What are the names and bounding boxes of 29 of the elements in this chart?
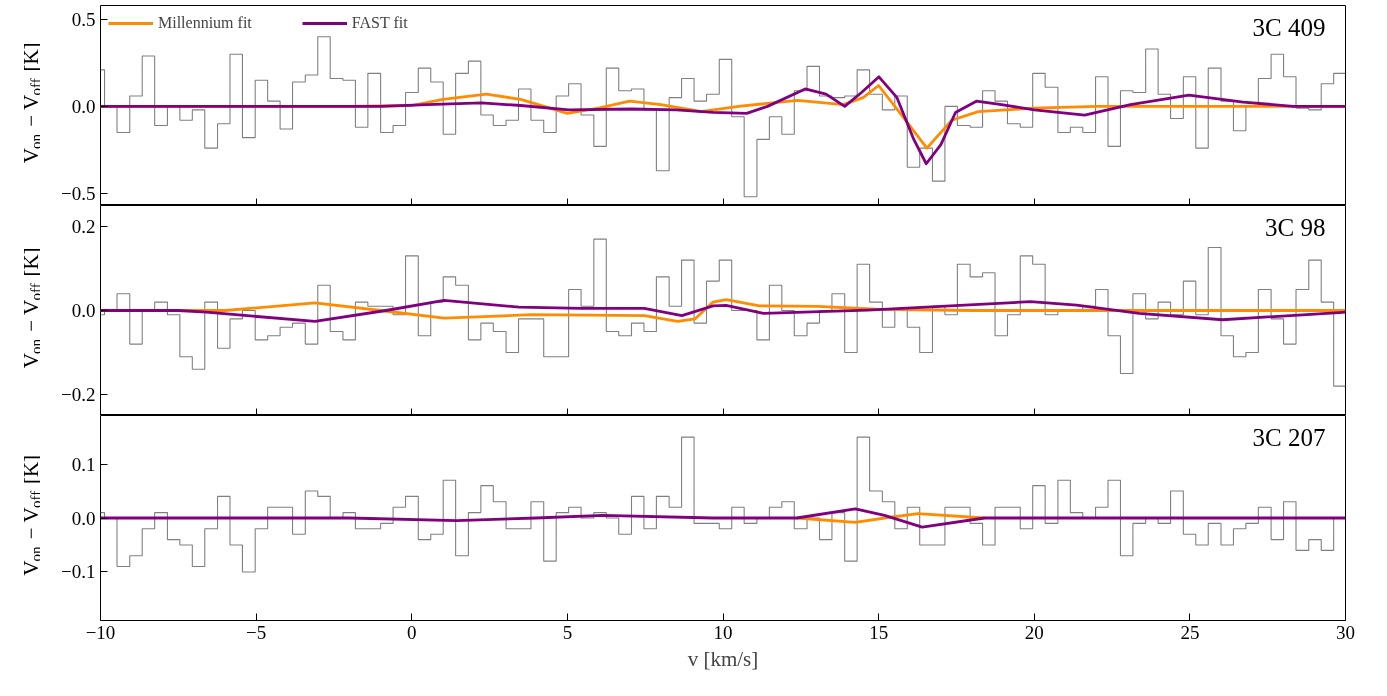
y-axis-title: Von − Voff [K]: [18, 42, 44, 164]
y-tick-label: 0.0: [71, 300, 96, 321]
y-tick-label: 0.0: [71, 507, 96, 529]
legend-label: Millennium fit: [158, 14, 252, 32]
y-tick-label: 0.2: [71, 216, 96, 237]
y-tick-label: 0.5: [71, 8, 96, 30]
line-series: [100, 507, 1346, 529]
line-series: [100, 75, 1346, 166]
annotation: 3C 98: [1265, 213, 1326, 241]
x-tick-label: 25: [1180, 621, 1200, 643]
x-tick-label: 0: [407, 621, 417, 643]
y-axis-title: Von − Voff [K]: [18, 247, 44, 369]
y-tick-label: 0.1: [71, 453, 96, 475]
x-tick-label: 10: [713, 621, 733, 643]
y-tick-label: 0.0: [71, 95, 96, 117]
x-tick-label: 20: [1024, 621, 1044, 643]
y-axis-title: Von − Voff [K]: [18, 454, 44, 576]
x-tick-label: 5: [562, 621, 573, 643]
x-tick-label: −5: [246, 621, 267, 643]
x-axis-title: v [km/s]: [687, 646, 759, 671]
annotation: 3C 409: [1252, 13, 1326, 41]
x-tick-label: −10: [85, 621, 116, 643]
y-tick-label: −0.1: [61, 561, 96, 583]
y-tick-label: −0.2: [61, 384, 96, 405]
legend-label: FAST fit: [351, 14, 408, 32]
x-tick-label: 15: [869, 621, 889, 643]
x-tick-label: 30: [1336, 621, 1355, 643]
annotation: 3C 207: [1252, 423, 1326, 451]
y-tick-label: −0.5: [61, 182, 96, 204]
